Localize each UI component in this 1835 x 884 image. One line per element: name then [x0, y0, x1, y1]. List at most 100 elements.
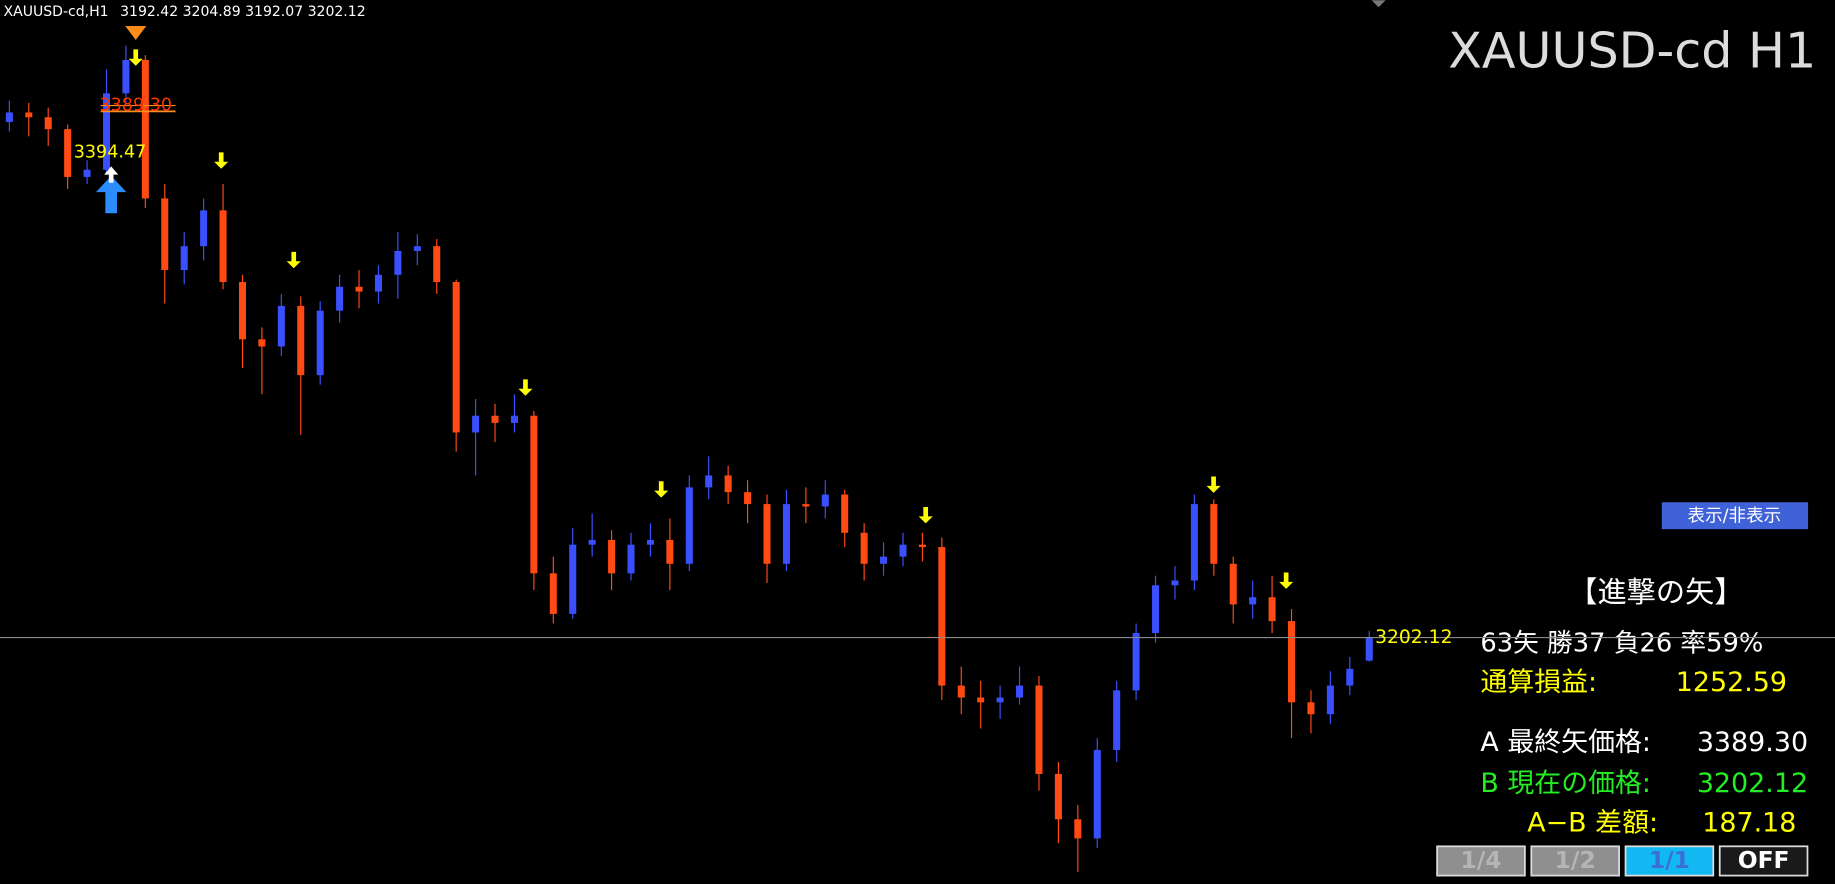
panel-heading: 【進撃の矢】: [1568, 575, 1744, 609]
scale-button[interactable]: [1624, 845, 1715, 877]
high: 3204.89: [183, 4, 241, 20]
price-label: 3202.12: [1375, 627, 1452, 648]
scale-button[interactable]: [1718, 845, 1809, 877]
candle-body: [491, 415, 499, 423]
candle-body: [413, 246, 421, 251]
scale-buttons: 1/4 1/2 1/1 OFF: [1436, 845, 1809, 877]
candle-body: [802, 504, 810, 507]
candle-body: [394, 250, 402, 275]
candle-body: [1288, 621, 1296, 703]
diff-label: A−B 差額:: [1527, 808, 1658, 839]
candle-body: [627, 544, 635, 574]
scale-button[interactable]: [1436, 845, 1526, 877]
candle-body: [1190, 504, 1198, 581]
candle-body: [957, 685, 965, 698]
candle-body: [25, 112, 33, 118]
candle-body: [608, 539, 616, 574]
scale-button-label[interactable]: 1/4: [1460, 846, 1501, 874]
close: 3202.12: [308, 4, 366, 20]
candle-body: [297, 305, 305, 376]
stats: 63矢 勝37 負26 率59%: [1480, 628, 1763, 658]
candle-body: [64, 129, 72, 177]
toggle-button[interactable]: [1661, 502, 1809, 530]
candle-body: [1035, 685, 1043, 774]
candle-body: [724, 475, 732, 493]
candle-body: [1229, 563, 1237, 605]
scroll-marker: [1371, 0, 1386, 8]
open: 3192.42: [120, 4, 178, 20]
candle-body: [821, 494, 829, 507]
candle-body: [588, 539, 596, 545]
profit-label: 通算損益:: [1480, 667, 1597, 698]
candle-body: [1132, 633, 1140, 691]
candle-body: [355, 286, 363, 292]
candle-body: [510, 415, 518, 423]
candles: [5, 45, 1373, 872]
candle-body: [200, 210, 208, 247]
candle-body: [1171, 580, 1179, 586]
scale-button-label[interactable]: OFF: [1738, 846, 1790, 874]
chart-title: XAUUSD-cd H1: [1448, 22, 1816, 80]
sell-arrow: [1279, 572, 1294, 589]
toggle-button-label[interactable]: 表示/非表示: [1688, 506, 1782, 526]
scale-button[interactable]: [1530, 845, 1620, 877]
candle-body: [530, 415, 538, 574]
candle-body: [880, 556, 888, 564]
scale-button-label[interactable]: 1/1: [1649, 846, 1690, 874]
sell-arrow: [918, 506, 933, 524]
candle-body: [899, 544, 907, 557]
candle-body: [1016, 685, 1024, 698]
candle-body: [452, 282, 460, 433]
candle-body: [161, 198, 169, 271]
candle-body: [277, 305, 285, 347]
candle-body: [666, 539, 674, 564]
candle-body: [705, 475, 713, 488]
current-value: 3202.12: [1697, 768, 1808, 799]
candle-body: [938, 547, 946, 686]
candle-body: [782, 504, 790, 564]
candle-body: [1210, 504, 1218, 564]
candle-body: [433, 246, 441, 283]
sell-arrow-big: [125, 9, 147, 41]
candle-body: [5, 112, 13, 123]
candle-body: [646, 539, 654, 545]
candle-body: [1054, 773, 1062, 820]
last-arrow-value: 3389.30: [1697, 727, 1808, 758]
scale-button-label[interactable]: 1/2: [1555, 846, 1596, 874]
sell-arrow: [518, 379, 533, 396]
candle-body: [1113, 690, 1121, 751]
candle-body: [841, 494, 849, 533]
candle-body: [685, 487, 693, 564]
candle-body: [1346, 668, 1354, 686]
sell-arrow: [654, 481, 669, 498]
candle-body: [472, 415, 480, 433]
sell-arrow: [286, 251, 301, 269]
annotation: 3389.30: [99, 96, 172, 116]
current-label: B 現在の価格:: [1480, 768, 1651, 799]
candle-body: [1365, 637, 1373, 661]
candle-body: [763, 504, 771, 564]
candle-body: [860, 532, 868, 564]
candle-body: [44, 117, 52, 130]
candle-body: [1326, 685, 1334, 715]
candle-body: [1249, 597, 1257, 605]
candle-body: [180, 246, 188, 271]
candle-body: [258, 339, 266, 347]
sell-arrow: [214, 152, 229, 169]
candle-body: [1093, 750, 1101, 839]
candle-body: [744, 492, 752, 505]
candle-body: [1074, 819, 1082, 839]
candle-body: [238, 282, 246, 340]
candle-body: [102, 93, 111, 170]
candle-body: [1268, 597, 1276, 622]
symbol: XAUUSD-cd,H1: [4, 4, 109, 20]
candle-body: [1307, 702, 1315, 715]
sell-arrow: [128, 49, 143, 66]
candle-body: [83, 169, 91, 177]
candle-body: [219, 210, 227, 283]
header: XAUUSD-cd,H1 3192.42 3204.89 3192.07 320…: [4, 4, 366, 20]
candle-body: [122, 59, 130, 94]
signal-arrows: [95, 9, 1294, 589]
